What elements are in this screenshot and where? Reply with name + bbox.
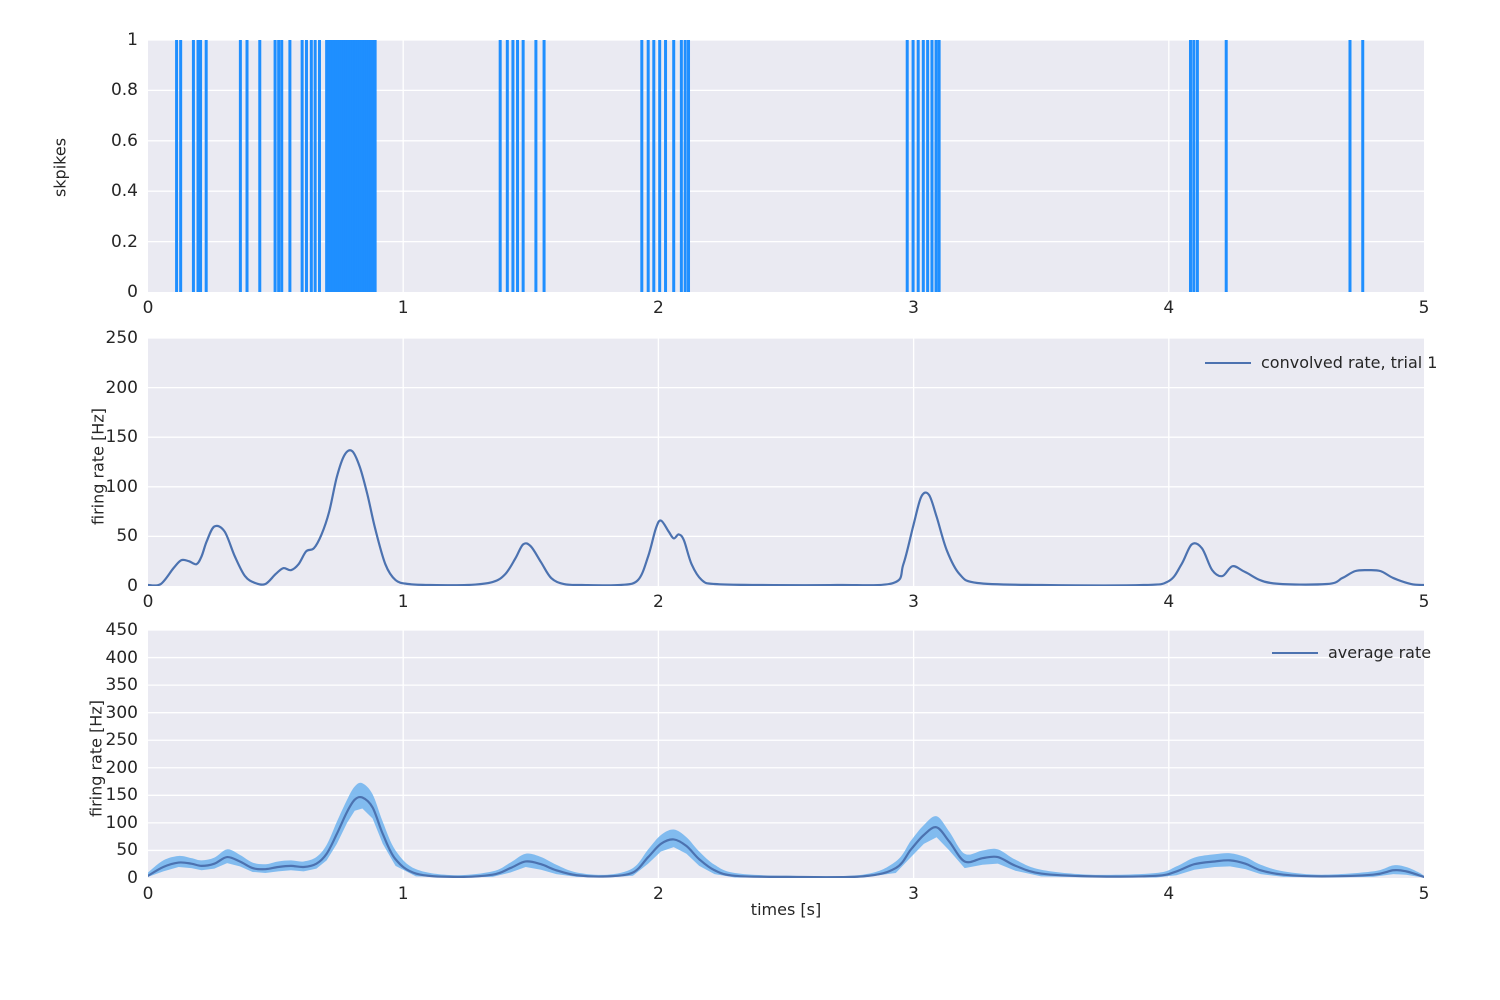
average-legend-line-swatch <box>1272 651 1318 654</box>
trial-y-axis-label: firing rate [Hz] <box>88 408 108 525</box>
trial-y-tick: 150 <box>105 427 138 448</box>
average-y-tick: 250 <box>105 730 138 751</box>
raster-plot-area <box>148 40 1424 292</box>
average-y-tick: 0 <box>127 868 138 888</box>
trial-y-tick: 50 <box>116 526 138 547</box>
trial-y-tick: 200 <box>105 377 138 398</box>
average-plot-area <box>148 630 1424 878</box>
average-y-tick: 200 <box>105 757 138 778</box>
average-x-tick: 0 <box>142 884 154 904</box>
raster-x-tick: 4 <box>1163 298 1175 318</box>
raster-y-tick: 1 <box>127 30 138 50</box>
panel-spike-raster <box>148 40 1424 292</box>
average-plot-background <box>148 630 1424 878</box>
average-rate-line <box>148 795 1424 878</box>
raster-y-tick: 0.6 <box>110 130 138 151</box>
raster-x-tick: 1 <box>397 298 409 318</box>
average-y-axis-label: firing rate [Hz] <box>86 700 106 817</box>
average-y-tick: 350 <box>105 675 138 696</box>
trial-plot-area <box>148 338 1424 586</box>
raster-y-tick: 0.4 <box>110 181 138 202</box>
trial-y-tick: 0 <box>127 576 138 596</box>
trial-legend-line-swatch <box>1205 361 1251 364</box>
panel-convolved-rate-trial <box>148 338 1424 586</box>
spike-lines <box>175 40 1365 292</box>
trial-plot-background <box>148 338 1424 586</box>
trial-x-tick: 1 <box>397 592 409 612</box>
x-axis-label: times [s] <box>750 900 822 919</box>
average-legend: average rate <box>1272 643 1431 662</box>
raster-y-axis-label: skpikes <box>50 137 70 198</box>
trial-x-tick: 4 <box>1163 592 1175 612</box>
average-y-tick: 150 <box>105 785 138 806</box>
average-x-tick: 4 <box>1163 884 1175 904</box>
raster-x-tick: 5 <box>1418 298 1430 318</box>
raster-y-tick: 0.8 <box>110 80 138 101</box>
average-x-tick: 3 <box>908 884 920 904</box>
average-x-tick: 2 <box>652 884 664 904</box>
average-x-tick: 1 <box>397 884 409 904</box>
trial-x-tick: 3 <box>908 592 920 612</box>
trial-x-tick: 5 <box>1418 592 1430 612</box>
average-y-tick: 50 <box>116 840 138 861</box>
panel-average-rate <box>148 630 1424 878</box>
average-y-tick: 400 <box>105 647 138 668</box>
raster-x-tick: 3 <box>908 298 920 318</box>
trial-rate-line <box>148 449 1424 586</box>
average-x-tick: 5 <box>1418 884 1430 904</box>
raster-y-tick: 0.2 <box>110 231 138 252</box>
average-legend-label: average rate <box>1328 643 1432 662</box>
raster-x-tick: 2 <box>652 298 664 318</box>
trial-y-tick: 100 <box>105 476 138 497</box>
average-y-tick: 100 <box>105 812 138 833</box>
raster-x-tick: 0 <box>142 298 154 318</box>
average-y-tick: 450 <box>105 620 138 640</box>
trial-legend-label: convolved rate, trial 1 <box>1261 353 1438 372</box>
trial-legend: convolved rate, trial 1 <box>1205 353 1437 372</box>
trial-x-tick: 0 <box>142 592 154 612</box>
trial-x-tick: 2 <box>652 592 664 612</box>
raster-y-tick: 0 <box>127 282 138 302</box>
trial-y-tick: 250 <box>105 328 138 348</box>
average-y-tick: 300 <box>105 702 138 723</box>
